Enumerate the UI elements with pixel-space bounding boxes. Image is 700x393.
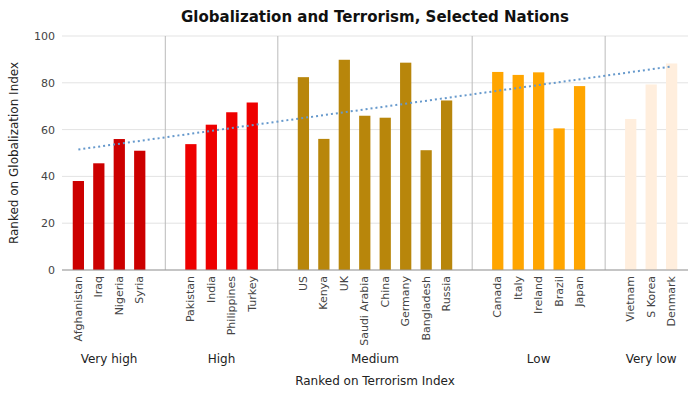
- bar: [339, 60, 350, 270]
- bar: [359, 116, 370, 270]
- grid-line: [62, 129, 688, 130]
- chart: 0 20 40 60 80 100 Afghanistan Iraq Nigeria Syria V…: [0, 0, 700, 393]
- bar: [380, 118, 391, 270]
- x-tick-label: Turkey: [246, 276, 259, 313]
- bar: [134, 151, 145, 270]
- group-label: Very high: [81, 352, 138, 366]
- x-tick-label: China: [379, 276, 392, 307]
- group-separator: [472, 36, 473, 270]
- x-tick-label: India: [205, 276, 218, 303]
- grid-line: [62, 223, 688, 224]
- bar: [513, 75, 524, 270]
- bar: [114, 139, 125, 270]
- bar: [533, 72, 544, 270]
- y-tick-label: 60: [41, 124, 55, 137]
- x-tick-label: Japan: [573, 276, 586, 308]
- x-tick-label: Philippines: [225, 276, 238, 336]
- grid-line: [62, 176, 688, 177]
- grid-line: [62, 270, 688, 271]
- page: {"chart_data": { "type": "bar", "title":…: [0, 0, 700, 393]
- group-separator: [605, 36, 606, 270]
- group-separator: [277, 36, 278, 270]
- x-tick-label: Ireland: [532, 276, 545, 314]
- x-tick-label: Denmark: [665, 275, 678, 326]
- x-tick-label: Vietnam: [624, 276, 637, 322]
- x-tick-label: Nigeria: [113, 276, 126, 315]
- x-tick-label: Bangladesh: [420, 276, 433, 341]
- bar: [318, 139, 329, 270]
- x-tick-label: Germany: [399, 276, 412, 327]
- x-tick-label: Pakistan: [184, 276, 197, 322]
- x-tick-label: Russia: [440, 276, 453, 311]
- bar: [298, 77, 309, 270]
- plot-area: [73, 60, 678, 270]
- x-tick-label: Kenya: [317, 276, 330, 310]
- group-label: Very low: [626, 352, 677, 366]
- y-tick-label: 100: [34, 30, 55, 43]
- x-axis: Afghanistan Iraq Nigeria Syria Very high Paki…: [72, 275, 678, 366]
- x-axis-title: Ranked on Terrorism Index: [295, 374, 455, 388]
- x-tick-label: S Korea: [645, 276, 658, 318]
- bar: [492, 72, 503, 270]
- bar: [441, 100, 452, 270]
- bar: [646, 84, 657, 270]
- x-tick-label: Iraq: [92, 276, 105, 298]
- bar: [93, 163, 104, 270]
- x-tick-label: Afghanistan: [72, 276, 85, 342]
- x-axis-line: [62, 270, 688, 271]
- grid-line: [62, 36, 688, 37]
- trend-line: [78, 66, 671, 149]
- bar: [185, 144, 196, 270]
- group-label: Medium: [351, 352, 399, 366]
- bar: [666, 63, 677, 270]
- group-label: High: [208, 352, 236, 366]
- group-label: Low: [527, 352, 551, 366]
- x-tick-label: UK: [338, 275, 351, 291]
- group-separators: [165, 36, 605, 270]
- y-tick-label: 80: [41, 77, 55, 90]
- bar: [400, 63, 411, 270]
- x-tick-label: US: [297, 276, 310, 291]
- bar: [574, 86, 585, 270]
- x-tick-label: Canada: [491, 276, 504, 318]
- y-tick-label: 40: [41, 170, 55, 183]
- bar: [625, 119, 636, 270]
- bar: [73, 181, 84, 270]
- group-separator: [165, 36, 166, 270]
- y-tick-label: 0: [48, 264, 55, 277]
- x-tick-label: Saudi Arabia: [358, 276, 371, 346]
- x-tick-label: Syria: [133, 276, 146, 304]
- x-tick-label: Brazil: [553, 276, 566, 307]
- bar: [206, 125, 217, 270]
- bar: [247, 103, 258, 270]
- bar: [421, 150, 432, 270]
- y-axis-title: Ranked on Globalization Index: [7, 62, 21, 244]
- grid-line: [62, 82, 688, 83]
- x-tick-label: Italy: [512, 276, 525, 300]
- y-axis: 0 20 40 60 80 100: [34, 30, 688, 277]
- title: Globalization and Terrorism, Selected Na…: [181, 8, 569, 26]
- y-tick-label: 20: [41, 217, 55, 230]
- bar: [226, 112, 237, 270]
- bar: [553, 128, 564, 270]
